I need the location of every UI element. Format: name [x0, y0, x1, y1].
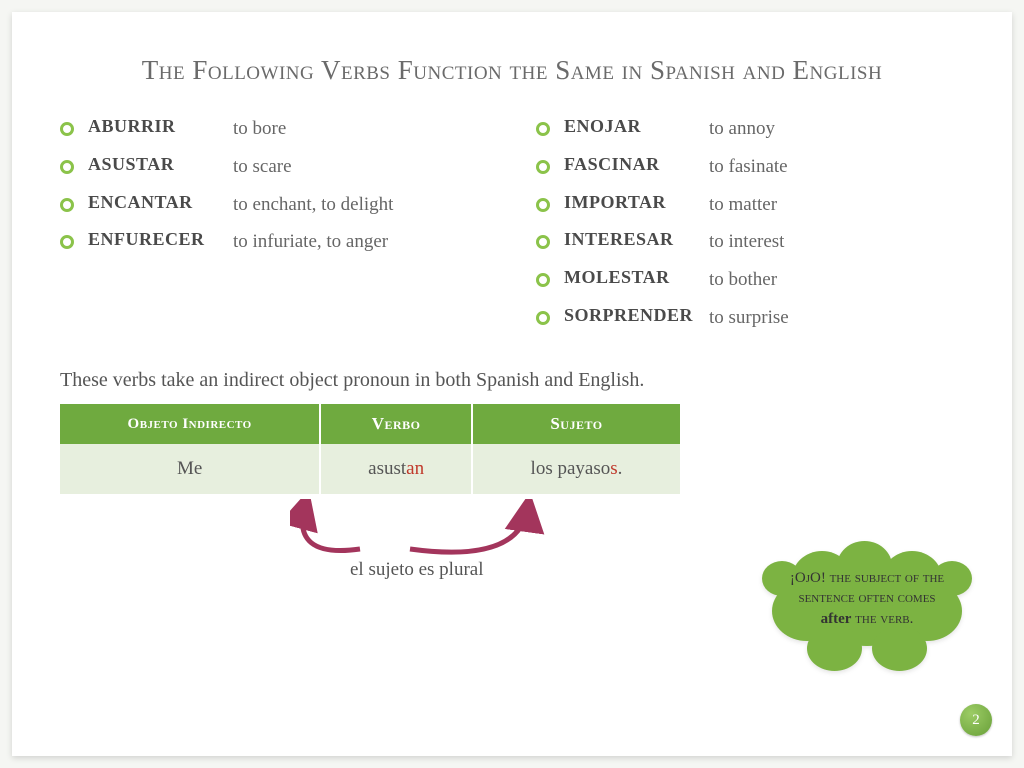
- left-column: aburrirto boreasustarto scareencantarto …: [60, 116, 488, 342]
- cell-sujeto: los payasos.: [472, 444, 680, 494]
- bullet-icon: [60, 160, 74, 174]
- verb-columns: aburrirto boreasustarto scareencantarto …: [60, 116, 964, 342]
- subj-stem: los payaso: [531, 458, 611, 479]
- bullet-icon: [536, 160, 550, 174]
- th-objeto: Objeto Indirecto: [60, 404, 320, 444]
- verb-suffix-highlight: an: [406, 458, 424, 479]
- verb-spanish: interesar: [564, 229, 709, 255]
- verb-item: enfurecerto infuriate, to anger: [60, 229, 488, 255]
- bullet-icon: [536, 311, 550, 325]
- verb-spanish: fascinar: [564, 154, 709, 180]
- plural-caption: el sujeto es plural: [350, 559, 484, 581]
- bullet-icon: [536, 235, 550, 249]
- verb-list-left: aburrirto boreasustarto scareencantarto …: [60, 116, 488, 255]
- verb-spanish: aburrir: [88, 116, 233, 142]
- verb-item: interesarto interest: [536, 229, 964, 255]
- page-number-badge: 2: [960, 704, 992, 736]
- verb-english: to scare: [233, 154, 292, 180]
- example-table-wrap: Objeto Indirecto Verbo Sujeto Me asustan…: [60, 404, 964, 494]
- verb-list-right: enojarto annoyfascinarto fasinateimporta…: [536, 116, 964, 330]
- verb-item: asustarto scare: [60, 154, 488, 180]
- right-column: enojarto annoyfascinarto fasinateimporta…: [536, 116, 964, 342]
- table-row: Me asustan los payasos.: [60, 444, 680, 494]
- verb-item: aburrirto bore: [60, 116, 488, 142]
- bullet-icon: [536, 273, 550, 287]
- verb-english: to infuriate, to anger: [233, 229, 388, 255]
- th-verbo: Verbo: [320, 404, 472, 444]
- verb-spanish: enfurecer: [88, 229, 233, 255]
- verb-spanish: molestar: [564, 267, 709, 293]
- verb-item: sorprenderto surprise: [536, 305, 964, 331]
- th-sujeto: Sujeto: [472, 404, 680, 444]
- bullet-icon: [60, 122, 74, 136]
- verb-spanish: enojar: [564, 116, 709, 142]
- verb-english: to surprise: [709, 305, 789, 331]
- bullet-icon: [536, 122, 550, 136]
- subj-punct: .: [618, 458, 623, 479]
- verb-stem: asust: [368, 458, 406, 479]
- ojo-text: ¡OjO! the subject of the sentence often …: [786, 568, 948, 629]
- verb-spanish: asustar: [88, 154, 233, 180]
- verb-item: encantarto enchant, to delight: [60, 192, 488, 218]
- verb-english: to matter: [709, 192, 777, 218]
- verb-english: to bore: [233, 116, 286, 142]
- note-text: These verbs take an indirect object pron…: [60, 366, 964, 394]
- cloud-post: the verb.: [851, 611, 913, 627]
- verb-item: importarto matter: [536, 192, 964, 218]
- cell-objeto: Me: [60, 444, 320, 494]
- cloud-pre: ¡OjO! the subject of the sentence often …: [790, 570, 944, 606]
- bullet-icon: [536, 198, 550, 212]
- verb-item: fascinarto fasinate: [536, 154, 964, 180]
- verb-item: enojarto annoy: [536, 116, 964, 142]
- verb-english: to interest: [709, 229, 784, 255]
- verb-english: to annoy: [709, 116, 775, 142]
- cloud-emph: after: [821, 611, 852, 627]
- page-title: The Following Verbs Function the Same in…: [60, 52, 964, 88]
- verb-spanish: sorprender: [564, 305, 709, 331]
- example-table: Objeto Indirecto Verbo Sujeto Me asustan…: [60, 404, 680, 494]
- slide: The Following Verbs Function the Same in…: [12, 12, 1012, 756]
- verb-english: to enchant, to delight: [233, 192, 393, 218]
- verb-english: to bother: [709, 267, 777, 293]
- subj-suffix-highlight: s: [610, 458, 617, 479]
- verb-spanish: importar: [564, 192, 709, 218]
- bullet-icon: [60, 235, 74, 249]
- bullet-icon: [60, 198, 74, 212]
- verb-item: molestarto bother: [536, 267, 964, 293]
- verb-spanish: encantar: [88, 192, 233, 218]
- ojo-callout: ¡OjO! the subject of the sentence often …: [762, 536, 972, 686]
- verb-english: to fasinate: [709, 154, 788, 180]
- cell-verbo: asustan: [320, 444, 472, 494]
